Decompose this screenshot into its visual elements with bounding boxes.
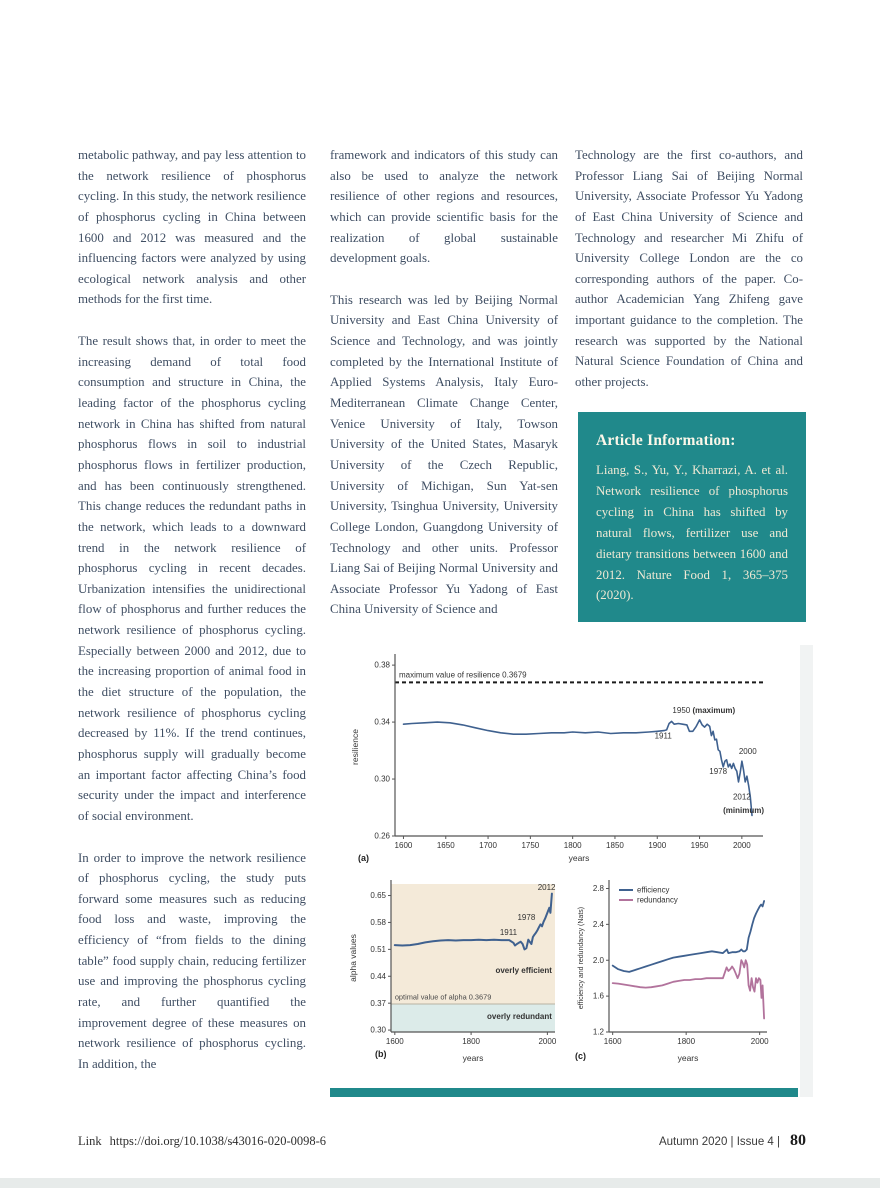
svg-text:overly efficient: overly efficient — [495, 966, 552, 975]
svg-text:(b): (b) — [375, 1049, 387, 1059]
page-bottom-strip — [0, 1178, 880, 1188]
paragraph: The result shows that, in order to meet … — [78, 334, 306, 823]
paragraph: In order to improve the network resilien… — [78, 850, 306, 1071]
svg-text:1600: 1600 — [395, 841, 413, 850]
svg-text:1978: 1978 — [517, 913, 535, 922]
chart-resilience-timeseries: maximum value of resilience 0.3679 0.26 0.… — [345, 648, 805, 868]
svg-text:1600: 1600 — [386, 1037, 404, 1046]
svg-text:(c): (c) — [575, 1051, 586, 1061]
page-number: 80 — [790, 1132, 806, 1149]
svg-text:2000: 2000 — [733, 841, 751, 850]
svg-text:1800: 1800 — [677, 1037, 695, 1046]
svg-text:2.0: 2.0 — [593, 956, 605, 965]
link-label: Link — [78, 1134, 102, 1148]
paragraph: This research was led by Beijing Normal … — [330, 292, 558, 617]
svg-text:0.44: 0.44 — [370, 972, 386, 981]
svg-text:0.51: 0.51 — [370, 945, 386, 954]
svg-text:years: years — [569, 853, 590, 863]
svg-text:2.8: 2.8 — [593, 884, 605, 893]
article-info-citation: Liang, S., Yu, Y., Kharrazi, A. et al. N… — [596, 463, 788, 603]
doi-link[interactable]: https://doi.org/10.1038/s43016-020-0098-… — [109, 1134, 327, 1148]
svg-text:alpha values: alpha values — [348, 934, 358, 982]
article-info-box: Article Information: Liang, S., Yu, Y., … — [578, 412, 806, 623]
svg-text:0.65: 0.65 — [370, 891, 386, 900]
svg-text:2000: 2000 — [739, 747, 757, 756]
svg-text:1950 (maximum): 1950 (maximum) — [672, 706, 735, 715]
svg-text:0.37: 0.37 — [370, 999, 386, 1008]
svg-text:1700: 1700 — [479, 841, 497, 850]
svg-text:0.30: 0.30 — [374, 775, 390, 784]
issue-text: Autumn 2020 | Issue 4 | — [658, 1136, 780, 1148]
svg-text:1978: 1978 — [709, 767, 727, 776]
svg-text:(a): (a) — [358, 853, 369, 863]
svg-text:resilience: resilience — [350, 729, 360, 765]
svg-text:overly redundant: overly redundant — [487, 1012, 552, 1021]
svg-text:(minimum): (minimum) — [723, 806, 764, 815]
svg-text:1.6: 1.6 — [593, 992, 605, 1001]
svg-text:0.26: 0.26 — [374, 832, 390, 841]
svg-text:2012: 2012 — [538, 883, 556, 892]
svg-text:optimal value of alpha 0.3679: optimal value of alpha 0.3679 — [395, 993, 492, 1002]
svg-text:1650: 1650 — [437, 841, 455, 850]
svg-text:1911: 1911 — [500, 928, 518, 937]
svg-text:1900: 1900 — [648, 841, 666, 850]
svg-text:1950: 1950 — [691, 841, 709, 850]
svg-text:1750: 1750 — [521, 841, 539, 850]
figure-edge-shadow — [800, 645, 813, 1097]
svg-text:1600: 1600 — [604, 1037, 622, 1046]
svg-text:2012: 2012 — [733, 793, 751, 802]
svg-text:1850: 1850 — [606, 841, 624, 850]
svg-text:0.34: 0.34 — [374, 718, 390, 727]
svg-text:years: years — [678, 1053, 699, 1063]
svg-text:1911: 1911 — [655, 731, 673, 740]
page-footer: Link https://doi.org/10.1038/s43016-020-0… — [78, 1132, 806, 1150]
svg-text:0.38: 0.38 — [374, 661, 390, 670]
paragraph: Technology are the first co-authors, and… — [575, 148, 803, 390]
svg-text:0.58: 0.58 — [370, 918, 386, 927]
svg-text:2000: 2000 — [538, 1037, 556, 1046]
paragraph: metabolic pathway, and pay less attentio… — [78, 148, 306, 307]
svg-text:2000: 2000 — [751, 1037, 769, 1046]
svg-text:0.30: 0.30 — [370, 1026, 386, 1035]
svg-text:maximum value of resilience 0.: maximum value of resilience 0.3679 — [399, 670, 527, 679]
text-column-3: Technology are the first co-authors, and… — [575, 145, 803, 414]
svg-text:1.2: 1.2 — [593, 1028, 605, 1037]
svg-text:efficiency: efficiency — [637, 886, 669, 895]
svg-text:redundancy: redundancy — [637, 896, 678, 905]
text-column-2: framework and indicators of this study c… — [330, 145, 558, 641]
svg-text:years: years — [463, 1053, 484, 1063]
issue-info: Autumn 2020 | Issue 4 | 80 — [659, 1132, 806, 1150]
svg-text:1800: 1800 — [564, 841, 582, 850]
doi-link-row: Link https://doi.org/10.1038/s43016-020-0… — [78, 1134, 326, 1149]
figure-accent-bar — [330, 1088, 798, 1097]
paragraph: framework and indicators of this study c… — [330, 148, 558, 266]
svg-text:efficiency and redundancy (Nat: efficiency and redundancy (Nats) — [578, 907, 585, 1009]
chart-alpha-values: 0.30 0.37 0.44 0.51 0.58 0.65 1600 1800 2000 1911… — [345, 872, 575, 1074]
chart-efficiency-redundancy: 1.2 1.6 2.0 2.4 2.8 1600 1800 2000 efficiency red… — [575, 872, 805, 1074]
svg-text:1800: 1800 — [462, 1037, 480, 1046]
svg-text:2.4: 2.4 — [593, 920, 605, 929]
text-column-1: metabolic pathway, and pay less attentio… — [78, 145, 306, 1096]
article-info-title: Article Information: — [596, 432, 736, 449]
